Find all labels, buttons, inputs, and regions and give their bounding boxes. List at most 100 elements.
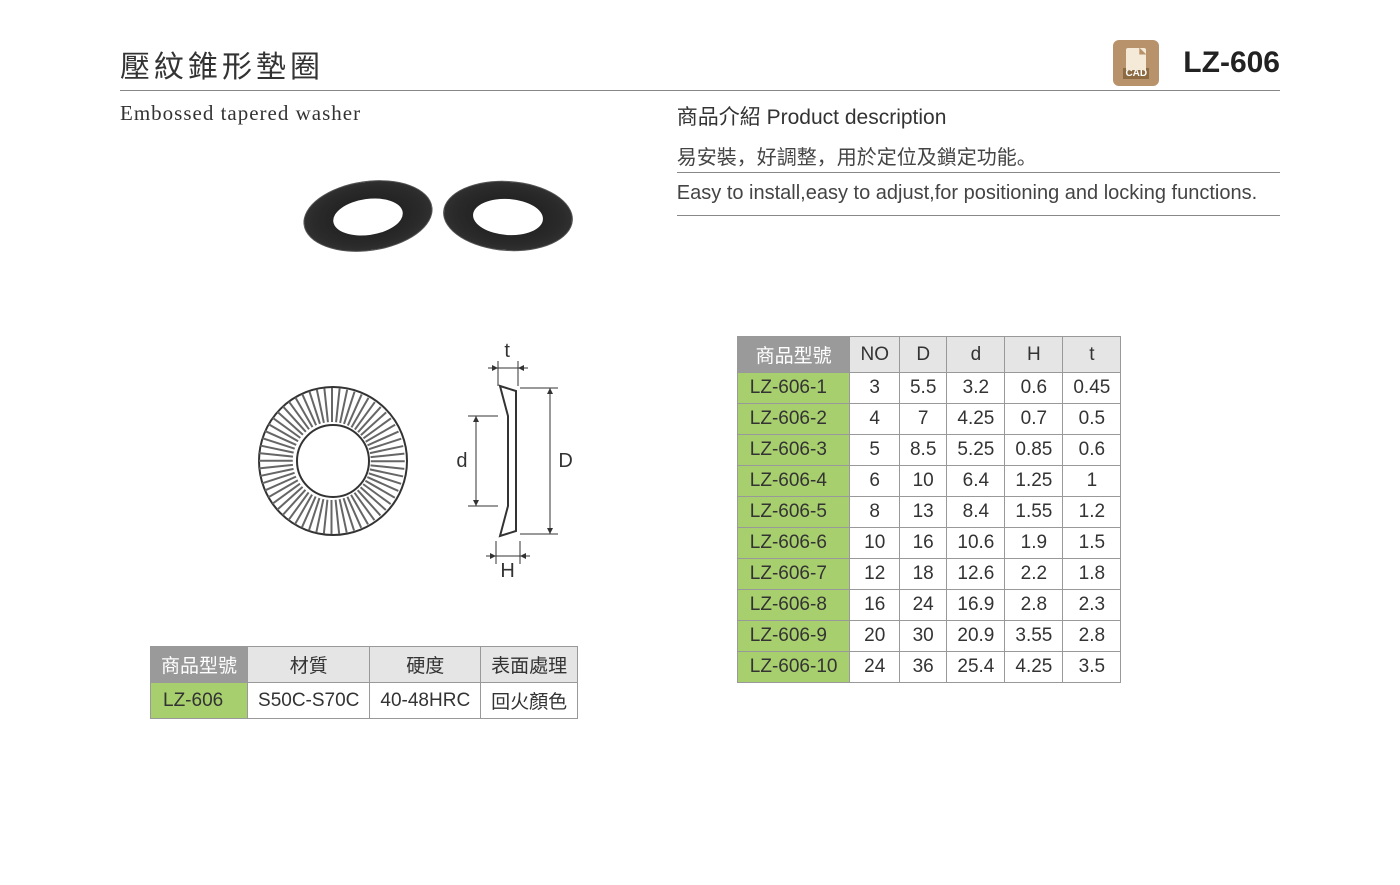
washer-photo-1 bbox=[303, 151, 433, 281]
material-table: 商品型號 材質 硬度 表面處理 LZ-606 S50C-S70C 40-48HR… bbox=[150, 646, 578, 719]
spec-h-3: d bbox=[947, 337, 1005, 373]
spec-cell: LZ-606-1 bbox=[737, 373, 850, 404]
left-column: Embossed tapered washer bbox=[120, 101, 677, 719]
subhead-row: Embossed tapered washer bbox=[120, 101, 1280, 719]
spec-cell: LZ-606-3 bbox=[737, 435, 850, 466]
description-title: 商品介紹 Product description bbox=[677, 101, 1280, 131]
spec-cell: LZ-606-10 bbox=[737, 652, 850, 683]
title-right: CAD LZ-606 bbox=[1113, 40, 1280, 86]
spec-cell: 8.4 bbox=[947, 497, 1005, 528]
description-cn: 易安裝，好調整，用於定位及鎖定功能。 bbox=[677, 141, 1280, 173]
spec-row: LZ-606-6101610.61.91.5 bbox=[737, 528, 1121, 559]
spec-row: LZ-606-9203020.93.552.8 bbox=[737, 621, 1121, 652]
spec-cell: 3.55 bbox=[1005, 621, 1063, 652]
mat-h-1: 材質 bbox=[248, 647, 370, 683]
spec-cell: 6.4 bbox=[947, 466, 1005, 497]
spec-table: 商品型號NODdHtLZ-606-135.53.20.60.45LZ-606-2… bbox=[737, 336, 1122, 683]
spec-cell: LZ-606-9 bbox=[737, 621, 850, 652]
spec-cell: 24 bbox=[899, 590, 946, 621]
spec-cell: 4 bbox=[850, 404, 900, 435]
washer-photo-2 bbox=[443, 151, 573, 281]
spec-h-4: H bbox=[1005, 337, 1063, 373]
spec-cell: 10 bbox=[899, 466, 946, 497]
spec-row: LZ-606-46106.41.251 bbox=[737, 466, 1121, 497]
spec-cell: 1.9 bbox=[1005, 528, 1063, 559]
spec-row: LZ-606-10243625.44.253.5 bbox=[737, 652, 1121, 683]
spec-cell: 2.8 bbox=[1005, 590, 1063, 621]
spec-cell: 18 bbox=[899, 559, 946, 590]
spec-cell: 10.6 bbox=[947, 528, 1005, 559]
spec-row: LZ-606-7121812.62.21.8 bbox=[737, 559, 1121, 590]
diagram-front-view bbox=[258, 386, 408, 536]
spec-cell: LZ-606-5 bbox=[737, 497, 850, 528]
spec-cell: 20.9 bbox=[947, 621, 1005, 652]
dim-label-H: H bbox=[500, 560, 514, 583]
spec-row: LZ-606-135.53.20.60.45 bbox=[737, 373, 1121, 404]
spec-cell: LZ-606-2 bbox=[737, 404, 850, 435]
dim-label-D: D bbox=[558, 450, 572, 473]
spec-cell: 16 bbox=[850, 590, 900, 621]
spec-cell: 1.5 bbox=[1063, 528, 1121, 559]
spec-cell: 8.5 bbox=[899, 435, 946, 466]
spec-h-1: NO bbox=[850, 337, 900, 373]
spec-cell: 6 bbox=[850, 466, 900, 497]
spec-h-2: D bbox=[899, 337, 946, 373]
mat-c-1: S50C-S70C bbox=[248, 683, 370, 719]
dim-label-d: d bbox=[456, 450, 467, 473]
spec-row: LZ-606-2474.250.70.5 bbox=[737, 404, 1121, 435]
spec-h-0: 商品型號 bbox=[737, 337, 850, 373]
spec-cell: 8 bbox=[850, 497, 900, 528]
header-row: 壓紋錐形墊圈 CAD LZ-606 bbox=[120, 40, 1280, 91]
part-number: LZ-606 bbox=[1183, 46, 1280, 80]
spec-row: LZ-606-58138.41.551.2 bbox=[737, 497, 1121, 528]
spec-cell: 2.8 bbox=[1063, 621, 1121, 652]
spec-h-5: t bbox=[1063, 337, 1121, 373]
spec-row: LZ-606-8162416.92.82.3 bbox=[737, 590, 1121, 621]
spec-cell: 10 bbox=[850, 528, 900, 559]
spec-table-header: 商品型號NODdHt bbox=[737, 337, 1121, 373]
page-glyph bbox=[1126, 48, 1146, 70]
mat-c-3: 回火顏色 bbox=[481, 683, 578, 719]
spec-cell: 0.85 bbox=[1005, 435, 1063, 466]
spec-cell: 20 bbox=[850, 621, 900, 652]
spec-cell: 0.6 bbox=[1005, 373, 1063, 404]
material-table-row: LZ-606 S50C-S70C 40-48HRC 回火顏色 bbox=[151, 683, 578, 719]
product-photo-area bbox=[200, 126, 677, 306]
spec-cell: 16 bbox=[899, 528, 946, 559]
technical-diagram: t d D H bbox=[160, 336, 677, 586]
spec-cell: 3 bbox=[850, 373, 900, 404]
mat-h-0: 商品型號 bbox=[151, 647, 248, 683]
spec-cell: 0.45 bbox=[1063, 373, 1121, 404]
spec-cell: 24 bbox=[850, 652, 900, 683]
spec-cell: 3.2 bbox=[947, 373, 1005, 404]
spec-cell: 16.9 bbox=[947, 590, 1005, 621]
spec-cell: 3.5 bbox=[1063, 652, 1121, 683]
spec-cell: 5.25 bbox=[947, 435, 1005, 466]
spec-cell: 1 bbox=[1063, 466, 1121, 497]
cad-icon[interactable]: CAD bbox=[1113, 40, 1159, 86]
mat-h-3: 表面處理 bbox=[481, 647, 578, 683]
spec-cell: 1.8 bbox=[1063, 559, 1121, 590]
spec-cell: 2.3 bbox=[1063, 590, 1121, 621]
diagram-side-view: t d D H bbox=[458, 346, 578, 576]
spec-cell: 4.25 bbox=[1005, 652, 1063, 683]
spec-cell: LZ-606-4 bbox=[737, 466, 850, 497]
spec-cell: 13 bbox=[899, 497, 946, 528]
spec-cell: 5.5 bbox=[899, 373, 946, 404]
spec-cell: 1.55 bbox=[1005, 497, 1063, 528]
spec-cell: 0.7 bbox=[1005, 404, 1063, 435]
spec-cell: LZ-606-6 bbox=[737, 528, 850, 559]
spec-cell: LZ-606-7 bbox=[737, 559, 850, 590]
subtitle-en: Embossed tapered washer bbox=[120, 101, 677, 126]
spec-cell: 12.6 bbox=[947, 559, 1005, 590]
spec-cell: 30 bbox=[899, 621, 946, 652]
spec-cell: 0.6 bbox=[1063, 435, 1121, 466]
spec-cell: 12 bbox=[850, 559, 900, 590]
material-table-header: 商品型號 材質 硬度 表面處理 bbox=[151, 647, 578, 683]
spec-cell: 36 bbox=[899, 652, 946, 683]
right-column: 商品介紹 Product description 易安裝，好調整，用於定位及鎖定… bbox=[677, 101, 1280, 719]
spec-cell: 2.2 bbox=[1005, 559, 1063, 590]
spec-cell: 0.5 bbox=[1063, 404, 1121, 435]
description-en: Easy to install,easy to adjust,for posit… bbox=[677, 179, 1280, 216]
dim-label-t: t bbox=[504, 340, 510, 363]
